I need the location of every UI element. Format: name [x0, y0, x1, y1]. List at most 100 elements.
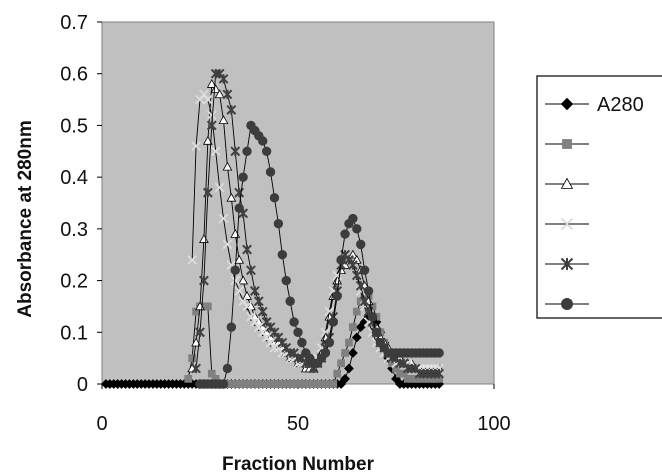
data-point: [257, 306, 268, 317]
legend-item: A280: [545, 94, 644, 116]
data-point: [392, 364, 400, 373]
data-point: [351, 332, 362, 343]
legend-marker: [562, 139, 572, 149]
legend-item: [545, 139, 589, 149]
y-tick-label: 0.7: [60, 12, 88, 34]
data-point: [214, 89, 225, 99]
data-point: [269, 342, 280, 353]
data-point: [340, 229, 350, 239]
data-point: [333, 369, 342, 378]
data-point: [214, 182, 225, 193]
data-point: [206, 110, 217, 120]
legend-marker: [560, 177, 574, 189]
x-axis-ticks: 0 50 100: [96, 384, 511, 435]
data-point: [238, 275, 248, 285]
y-axis-title: Absorbance at 280nm: [15, 120, 36, 317]
y-tick-label: 0.6: [60, 64, 88, 86]
data-point: [188, 354, 197, 363]
data-point: [226, 322, 237, 332]
data-point: [328, 317, 338, 327]
data-point: [218, 379, 229, 389]
data-point: [242, 301, 252, 312]
data-point: [207, 369, 216, 378]
data-point: [347, 348, 358, 358]
legend-marker: [560, 217, 574, 231]
data-point: [234, 187, 245, 198]
data-point: [203, 94, 213, 105]
data-point: [202, 135, 213, 145]
data-point: [195, 327, 205, 338]
legend-marker: [560, 97, 574, 111]
x-tick-label: 100: [477, 413, 510, 435]
data-point: [434, 348, 444, 358]
data-point: [399, 369, 408, 378]
data-point: [348, 249, 358, 259]
data-point: [359, 296, 370, 307]
data-point: [363, 286, 374, 296]
data-point: [222, 89, 233, 100]
data-point: [371, 327, 382, 337]
data-point: [289, 317, 299, 327]
legend-item: [545, 298, 589, 310]
data-point: [434, 368, 445, 379]
data-point: [277, 250, 288, 260]
series-layer: [101, 68, 445, 389]
data-point: [210, 84, 221, 93]
data-point: [281, 275, 291, 286]
data-point: [356, 239, 366, 250]
data-point: [218, 73, 229, 84]
data-point: [349, 323, 357, 331]
data-point: [238, 172, 248, 182]
legend-marker: [561, 298, 573, 310]
y-tick-label: 0: [77, 374, 88, 396]
legend-item: [545, 177, 589, 189]
data-point: [329, 380, 338, 388]
data-point: [222, 161, 233, 171]
y-tick-label: 0.3: [60, 219, 88, 241]
legend: A280: [536, 75, 662, 319]
data-point: [345, 338, 353, 347]
data-point: [340, 373, 350, 384]
data-point: [352, 224, 362, 234]
data-point: [222, 239, 233, 250]
data-point: [347, 260, 358, 270]
data-point: [351, 254, 362, 264]
data-point: [191, 141, 201, 151]
data-point: [187, 255, 197, 265]
data-point: [184, 374, 193, 383]
y-axis-ticks: 0 0.1 0.2 0.3 0.4 0.5 0.6 0.7: [60, 12, 102, 396]
data-point: [352, 307, 361, 316]
x-tick-label: 0: [96, 413, 107, 435]
legend-label: A280: [597, 94, 644, 116]
series-6: [195, 120, 444, 389]
data-point: [230, 265, 240, 275]
legend-box: [536, 75, 662, 319]
legend-marker: [560, 257, 574, 271]
data-point: [230, 146, 241, 157]
data-point: [242, 146, 252, 156]
data-point: [218, 213, 229, 224]
legend-item: [545, 257, 589, 271]
data-point: [359, 265, 370, 275]
data-point: [206, 79, 217, 88]
data-point: [285, 296, 295, 306]
data-point: [337, 359, 345, 368]
data-point: [226, 192, 237, 202]
data-point: [202, 187, 213, 198]
data-point: [332, 291, 342, 301]
data-point: [351, 270, 362, 281]
data-point: [320, 348, 331, 358]
data-point: [191, 363, 201, 374]
data-point: [348, 213, 358, 224]
data-point: [226, 105, 237, 115]
data-point: [253, 296, 264, 307]
y-tick-label: 0.2: [60, 271, 88, 293]
data-point: [273, 218, 284, 229]
data-point: [367, 312, 378, 322]
data-point: [234, 254, 245, 264]
data-point: [261, 146, 272, 156]
data-point: [210, 146, 221, 157]
y-tick-label: 0.4: [60, 167, 88, 189]
data-point: [336, 255, 346, 265]
